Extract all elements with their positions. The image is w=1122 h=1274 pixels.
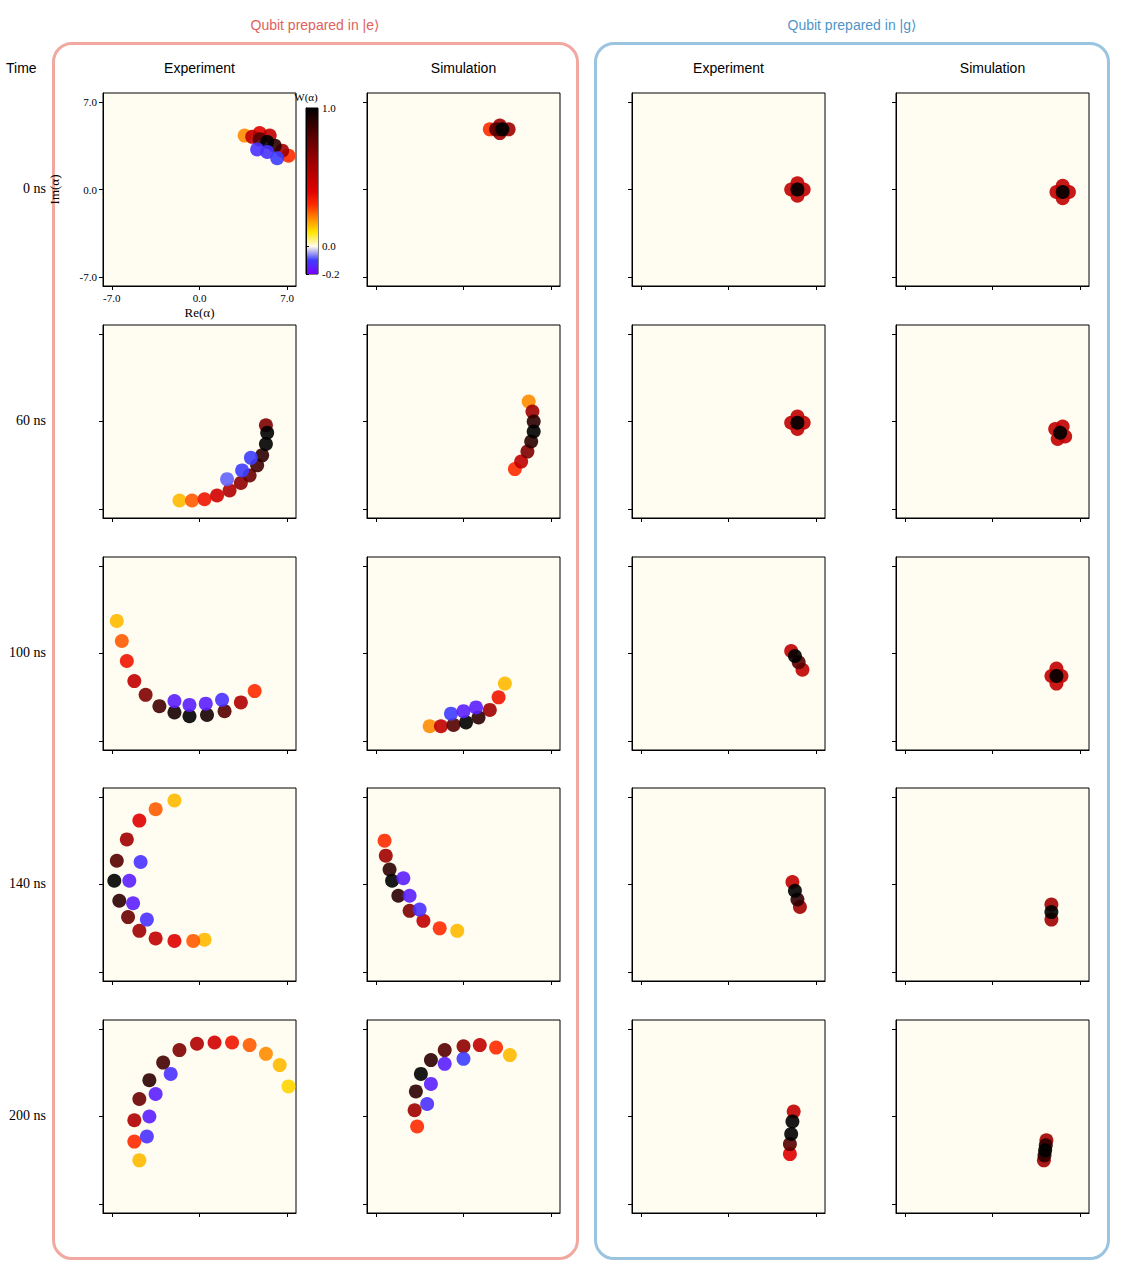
svg-text:1.0: 1.0 xyxy=(322,102,336,114)
html-text:Experiment: Experiment xyxy=(693,60,764,76)
svg-text:0.0: 0.0 xyxy=(83,184,97,196)
html-text:60 ns: 60 ns xyxy=(16,412,46,428)
svg-text:0.0: 0.0 xyxy=(193,292,207,304)
svg-text:Re(α): Re(α) xyxy=(185,305,215,320)
html-text:Qubit prepared in |g⟩: Qubit prepared in |g⟩ xyxy=(787,17,917,33)
svg-text:W(α): W(α) xyxy=(294,91,318,104)
html-text:0 ns: 0 ns xyxy=(23,180,46,196)
html-text:Experiment: Experiment xyxy=(164,60,235,76)
svg-text:-7.0: -7.0 xyxy=(103,292,121,304)
svg-text:Im(α): Im(α) xyxy=(47,175,62,205)
html-text:Simulation: Simulation xyxy=(430,60,497,76)
html-text:140 ns: 140 ns xyxy=(9,875,46,891)
svg-text:-0.2: -0.2 xyxy=(322,268,339,280)
html-text:Qubit prepared in |e⟩: Qubit prepared in |e⟩ xyxy=(250,17,380,33)
svg-text:-7.0: -7.0 xyxy=(80,271,98,283)
svg-text:7.0: 7.0 xyxy=(280,292,294,304)
svg-text:7.0: 7.0 xyxy=(83,96,97,108)
svg-text:0.0: 0.0 xyxy=(322,240,336,252)
html-text:Simulation: Simulation xyxy=(959,60,1026,76)
html-text:100 ns: 100 ns xyxy=(9,644,46,660)
html-text:Time: Time xyxy=(6,60,37,76)
html-text:200 ns: 200 ns xyxy=(9,1107,46,1123)
